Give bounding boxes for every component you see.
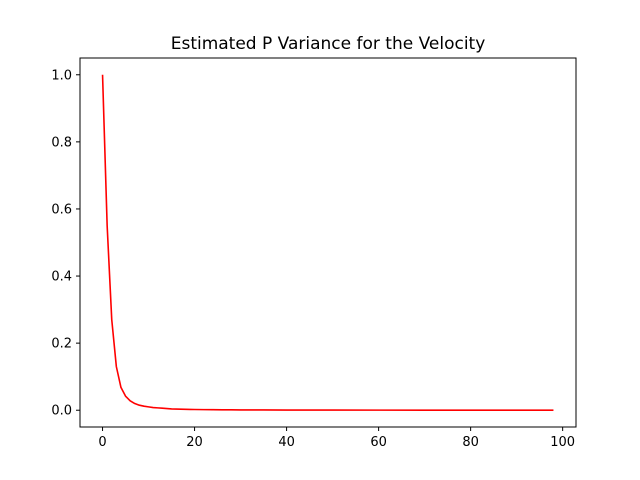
series-line <box>101 74 554 411</box>
x-tick-label: 40 <box>278 435 295 450</box>
x-tick-label: 60 <box>370 435 387 450</box>
y-tick-label: 0.8 <box>51 135 72 150</box>
y-tick-label: 1.0 <box>51 68 72 83</box>
y-axis: 0.0 0.2 0.4 0.6 0.8 1.0 <box>51 68 80 419</box>
y-tick-label: 0.4 <box>51 270 72 285</box>
x-axis: 0 20 40 60 80 100 <box>98 427 575 450</box>
x-tick-label: 0 <box>98 435 106 450</box>
plot-area <box>79 57 577 428</box>
y-tick-label: 0.2 <box>51 337 72 352</box>
x-tick-label: 80 <box>462 435 479 450</box>
series-layer <box>101 74 554 411</box>
y-tick-label: 0.0 <box>51 404 72 419</box>
chart-title: Estimated P Variance for the Velocity <box>171 34 486 54</box>
y-tick-label: 0.6 <box>51 202 72 217</box>
x-tick-label: 100 <box>550 435 575 450</box>
x-tick-label: 20 <box>186 435 203 450</box>
